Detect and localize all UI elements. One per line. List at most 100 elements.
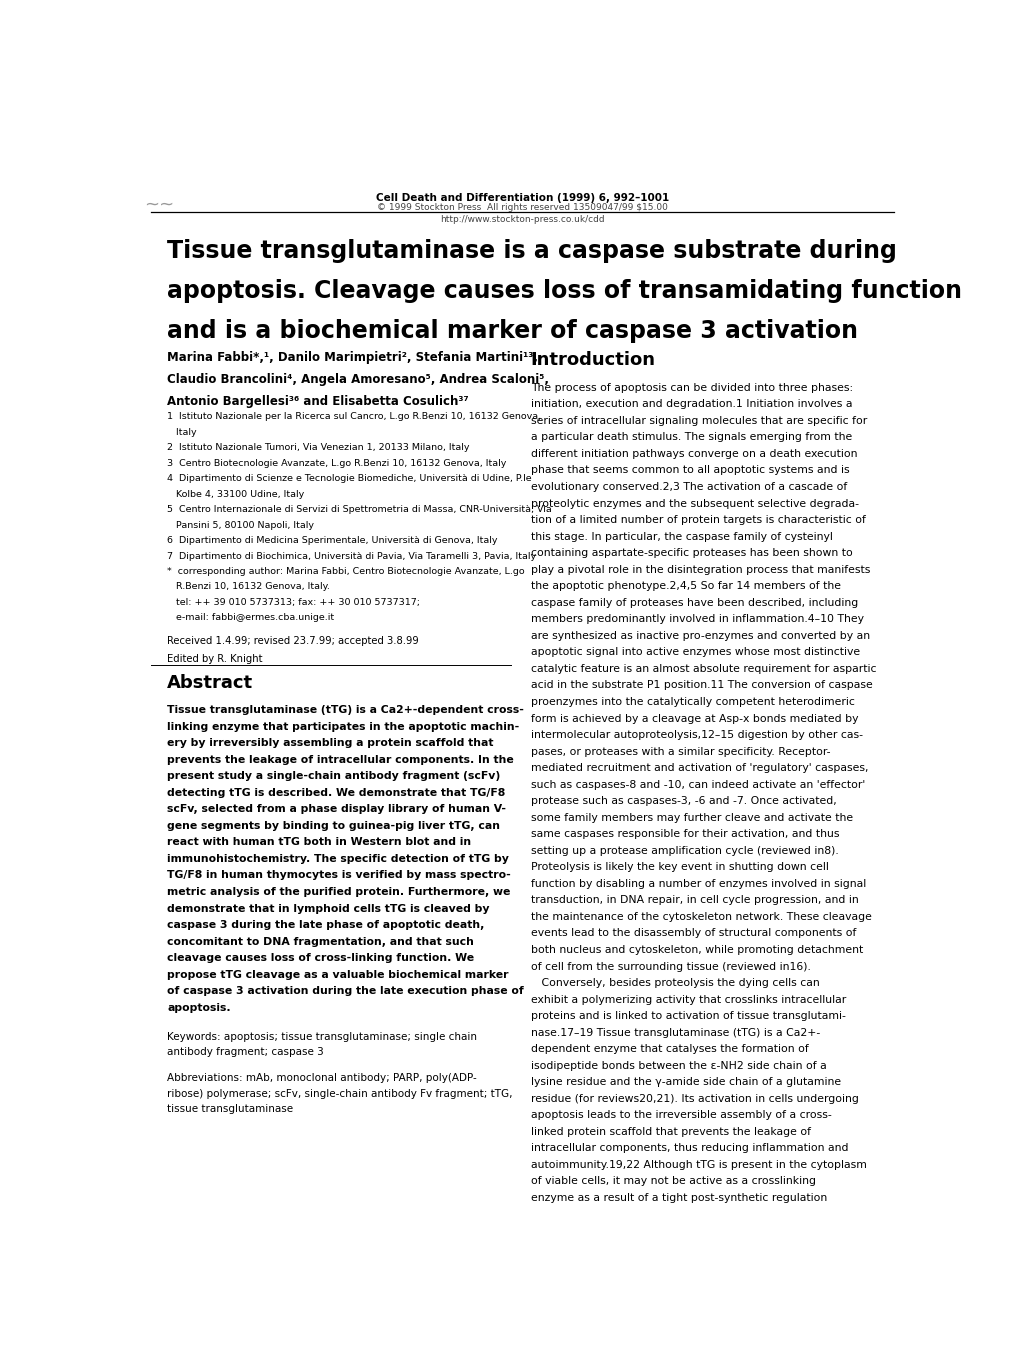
Text: 1  Istituto Nazionale per la Ricerca sul Cancro, L.go R.Benzi 10, 16132 Genova,: 1 Istituto Nazionale per la Ricerca sul … xyxy=(167,412,541,421)
Text: *  corresponding author: Marina Fabbi, Centro Biotecnologie Avanzate, L.go: * corresponding author: Marina Fabbi, Ce… xyxy=(167,567,524,576)
Text: apoptotic signal into active enzymes whose most distinctive: apoptotic signal into active enzymes who… xyxy=(530,647,859,658)
Text: Italy: Italy xyxy=(167,428,197,436)
Text: Cell Death and Differentiation (1999) 6, 992–1001: Cell Death and Differentiation (1999) 6,… xyxy=(376,193,668,204)
Text: exhibit a polymerizing activity that crosslinks intracellular: exhibit a polymerizing activity that cro… xyxy=(530,995,845,1004)
Text: scFv, selected from a phase display library of human V-: scFv, selected from a phase display libr… xyxy=(167,805,505,814)
Text: 4  Dipartimento di Scienze e Tecnologie Biomediche, Università di Udine, P.le: 4 Dipartimento di Scienze e Tecnologie B… xyxy=(167,474,531,482)
Text: propose tTG cleavage as a valuable biochemical marker: propose tTG cleavage as a valuable bioch… xyxy=(167,970,508,980)
Text: proteolytic enzymes and the subsequent selective degrada-: proteolytic enzymes and the subsequent s… xyxy=(530,499,858,508)
Text: immunohistochemistry. The specific detection of tTG by: immunohistochemistry. The specific detec… xyxy=(167,853,508,864)
Text: function by disabling a number of enzymes involved in signal: function by disabling a number of enzyme… xyxy=(530,879,865,889)
Text: Conversely, besides proteolysis the dying cells can: Conversely, besides proteolysis the dyin… xyxy=(530,978,818,988)
Text: form is achieved by a cleavage at Asp-x bonds mediated by: form is achieved by a cleavage at Asp-x … xyxy=(530,713,857,723)
Text: residue (for reviews20,21). Its activation in cells undergoing: residue (for reviews20,21). Its activati… xyxy=(530,1094,858,1104)
Text: linking enzyme that participates in the apoptotic machin-: linking enzyme that participates in the … xyxy=(167,722,519,731)
Text: of cell from the surrounding tissue (reviewed in16).: of cell from the surrounding tissue (rev… xyxy=(530,962,810,972)
Text: Abbreviations: mAb, monoclonal antibody; PARP, poly(ADP-: Abbreviations: mAb, monoclonal antibody;… xyxy=(167,1074,476,1083)
Text: of caspase 3 activation during the late execution phase of: of caspase 3 activation during the late … xyxy=(167,987,524,996)
Text: lysine residue and the γ-amide side chain of a glutamine: lysine residue and the γ-amide side chai… xyxy=(530,1078,840,1087)
Text: dependent enzyme that catalyses the formation of: dependent enzyme that catalyses the form… xyxy=(530,1044,808,1055)
Text: and is a biochemical marker of caspase 3 activation: and is a biochemical marker of caspase 3… xyxy=(167,319,857,342)
Text: acid in the substrate P1 position.11 The conversion of caspase: acid in the substrate P1 position.11 The… xyxy=(530,681,871,690)
Text: intracellular components, thus reducing inflammation and: intracellular components, thus reducing … xyxy=(530,1143,848,1154)
Text: phase that seems common to all apoptotic systems and is: phase that seems common to all apoptotic… xyxy=(530,466,849,476)
Text: antibody fragment; caspase 3: antibody fragment; caspase 3 xyxy=(167,1048,323,1057)
Text: Kolbe 4, 33100 Udine, Italy: Kolbe 4, 33100 Udine, Italy xyxy=(167,489,304,499)
Text: Claudio Brancolini⁴, Angela Amoresano⁵, Andrea Scaloni⁵,: Claudio Brancolini⁴, Angela Amoresano⁵, … xyxy=(167,374,548,386)
Text: such as caspases-8 and -10, can indeed activate an 'effector': such as caspases-8 and -10, can indeed a… xyxy=(530,780,864,790)
Text: series of intracellular signaling molecules that are specific for: series of intracellular signaling molecu… xyxy=(530,416,866,425)
Text: apoptosis leads to the irreversible assembly of a cross-: apoptosis leads to the irreversible asse… xyxy=(530,1110,830,1120)
Text: ~~: ~~ xyxy=(144,196,174,213)
Text: caspase 3 during the late phase of apoptotic death,: caspase 3 during the late phase of apopt… xyxy=(167,920,484,930)
Text: proenzymes into the catalytically competent heterodimeric: proenzymes into the catalytically compet… xyxy=(530,697,854,707)
Text: apoptosis.: apoptosis. xyxy=(167,1003,230,1012)
Text: 6  Dipartimento di Medicina Sperimentale, Università di Genova, Italy: 6 Dipartimento di Medicina Sperimentale,… xyxy=(167,535,497,545)
Text: linked protein scaffold that prevents the leakage of: linked protein scaffold that prevents th… xyxy=(530,1127,810,1137)
Text: containing aspartate-specific proteases has been shown to: containing aspartate-specific proteases … xyxy=(530,548,852,559)
Text: events lead to the disassembly of structural components of: events lead to the disassembly of struct… xyxy=(530,928,855,939)
Text: proteins and is linked to activation of tissue transglutami-: proteins and is linked to activation of … xyxy=(530,1011,845,1021)
Text: same caspases responsible for their activation, and thus: same caspases responsible for their acti… xyxy=(530,829,839,840)
Text: this stage. In particular, the caspase family of cysteinyl: this stage. In particular, the caspase f… xyxy=(530,531,832,542)
Text: mediated recruitment and activation of 'regulatory' caspases,: mediated recruitment and activation of '… xyxy=(530,764,867,773)
Text: tel: ++ 39 010 5737313; fax: ++ 30 010 5737317;: tel: ++ 39 010 5737313; fax: ++ 30 010 5… xyxy=(167,598,420,607)
Text: pases, or proteases with a similar specificity. Receptor-: pases, or proteases with a similar speci… xyxy=(530,746,829,757)
Text: Edited by R. Knight: Edited by R. Knight xyxy=(167,654,262,663)
Text: apoptosis. Cleavage causes loss of transamidating function: apoptosis. Cleavage causes loss of trans… xyxy=(167,279,961,303)
Text: caspase family of proteases have been described, including: caspase family of proteases have been de… xyxy=(530,598,857,607)
Text: setting up a protease amplification cycle (reviewed in8).: setting up a protease amplification cycl… xyxy=(530,845,838,856)
Text: 5  Centro Internazionale di Servizi di Spettrometria di Massa, CNR-Università, V: 5 Centro Internazionale di Servizi di Sp… xyxy=(167,506,551,514)
Text: http://www.stockton-press.co.uk/cdd: http://www.stockton-press.co.uk/cdd xyxy=(440,215,604,224)
Text: present study a single-chain antibody fragment (scFv): present study a single-chain antibody fr… xyxy=(167,772,499,781)
Text: transduction, in DNA repair, in cell cycle progression, and in: transduction, in DNA repair, in cell cyc… xyxy=(530,896,858,905)
Text: concomitant to DNA fragmentation, and that such: concomitant to DNA fragmentation, and th… xyxy=(167,936,474,947)
Text: Received 1.4.99; revised 23.7.99; accepted 3.8.99: Received 1.4.99; revised 23.7.99; accept… xyxy=(167,636,419,646)
Text: different initiation pathways converge on a death execution: different initiation pathways converge o… xyxy=(530,448,856,459)
Text: 2  Istituto Nazionale Tumori, Via Venezian 1, 20133 Milano, Italy: 2 Istituto Nazionale Tumori, Via Venezia… xyxy=(167,443,469,453)
Text: nase.17–19 Tissue transglutaminase (tTG) is a Ca2+-: nase.17–19 Tissue transglutaminase (tTG)… xyxy=(530,1027,819,1038)
Text: detecting tTG is described. We demonstrate that TG/F8: detecting tTG is described. We demonstra… xyxy=(167,788,504,798)
Text: autoimmunity.19,22 Although tTG is present in the cytoplasm: autoimmunity.19,22 Although tTG is prese… xyxy=(530,1161,866,1170)
Text: the apoptotic phenotype.2,4,5 So far 14 members of the: the apoptotic phenotype.2,4,5 So far 14 … xyxy=(530,582,840,591)
Text: cleavage causes loss of cross-linking function. We: cleavage causes loss of cross-linking fu… xyxy=(167,953,474,964)
Text: Antonio Bargellesi³⁶ and Elisabetta Cosulich³⁷: Antonio Bargellesi³⁶ and Elisabetta Cosu… xyxy=(167,395,468,409)
Text: Pansini 5, 80100 Napoli, Italy: Pansini 5, 80100 Napoli, Italy xyxy=(167,520,314,530)
Text: ribose) polymerase; scFv, single-chain antibody Fv fragment; tTG,: ribose) polymerase; scFv, single-chain a… xyxy=(167,1089,512,1099)
Text: are synthesized as inactive pro-enzymes and converted by an: are synthesized as inactive pro-enzymes … xyxy=(530,631,869,641)
Text: TG/F8 in human thymocytes is verified by mass spectro-: TG/F8 in human thymocytes is verified by… xyxy=(167,871,511,881)
Text: react with human tTG both in Western blot and in: react with human tTG both in Western blo… xyxy=(167,837,471,848)
Text: initiation, execution and degradation.1 Initiation involves a: initiation, execution and degradation.1 … xyxy=(530,400,851,409)
Text: prevents the leakage of intracellular components. In the: prevents the leakage of intracellular co… xyxy=(167,754,514,765)
Text: evolutionary conserved.2,3 The activation of a cascade of: evolutionary conserved.2,3 The activatio… xyxy=(530,482,846,492)
Text: Keywords: apoptosis; tissue transglutaminase; single chain: Keywords: apoptosis; tissue transglutami… xyxy=(167,1031,477,1042)
Text: catalytic feature is an almost absolute requirement for aspartic: catalytic feature is an almost absolute … xyxy=(530,665,875,674)
Text: members predominantly involved in inflammation.4–10 They: members predominantly involved in inflam… xyxy=(530,614,863,624)
Text: e-mail: fabbi@ermes.cba.unige.it: e-mail: fabbi@ermes.cba.unige.it xyxy=(167,613,334,622)
Text: some family members may further cleave and activate the: some family members may further cleave a… xyxy=(530,813,852,822)
Text: isodipeptide bonds between the ε-NH2 side chain of a: isodipeptide bonds between the ε-NH2 sid… xyxy=(530,1061,825,1071)
Text: 3  Centro Biotecnologie Avanzate, L.go R.Benzi 10, 16132 Genova, Italy: 3 Centro Biotecnologie Avanzate, L.go R.… xyxy=(167,458,505,467)
Text: demonstrate that in lymphoid cells tTG is cleaved by: demonstrate that in lymphoid cells tTG i… xyxy=(167,904,489,913)
Text: protease such as caspases-3, -6 and -7. Once activated,: protease such as caspases-3, -6 and -7. … xyxy=(530,796,836,806)
Text: Tissue transglutaminase is a caspase substrate during: Tissue transglutaminase is a caspase sub… xyxy=(167,239,896,264)
Text: 7  Dipartimento di Biochimica, Università di Pavia, Via Taramelli 3, Pavia, Ital: 7 Dipartimento di Biochimica, Università… xyxy=(167,552,536,560)
Text: The process of apoptosis can be divided into three phases:: The process of apoptosis can be divided … xyxy=(530,383,852,393)
Text: play a pivotal role in the disintegration process that manifests: play a pivotal role in the disintegratio… xyxy=(530,565,869,575)
Text: Abstract: Abstract xyxy=(167,674,253,692)
Text: of viable cells, it may not be active as a crosslinking: of viable cells, it may not be active as… xyxy=(530,1177,815,1186)
Text: enzyme as a result of a tight post-synthetic regulation: enzyme as a result of a tight post-synth… xyxy=(530,1193,826,1203)
Text: © 1999 Stockton Press  All rights reserved 13509047/99 $15.00: © 1999 Stockton Press All rights reserve… xyxy=(377,202,667,212)
Text: Marina Fabbi*,¹, Danilo Marimpietri², Stefania Martini¹³,: Marina Fabbi*,¹, Danilo Marimpietri², St… xyxy=(167,352,537,364)
Text: metric analysis of the purified protein. Furthermore, we: metric analysis of the purified protein.… xyxy=(167,887,510,897)
Text: tion of a limited number of protein targets is characteristic of: tion of a limited number of protein targ… xyxy=(530,515,865,525)
Text: tissue transglutaminase: tissue transglutaminase xyxy=(167,1105,292,1114)
Text: the maintenance of the cytoskeleton network. These cleavage: the maintenance of the cytoskeleton netw… xyxy=(530,912,870,921)
Text: Introduction: Introduction xyxy=(530,352,655,370)
Text: both nucleus and cytoskeleton, while promoting detachment: both nucleus and cytoskeleton, while pro… xyxy=(530,945,862,955)
Text: R.Benzi 10, 16132 Genova, Italy.: R.Benzi 10, 16132 Genova, Italy. xyxy=(167,583,329,591)
Text: Proteolysis is likely the key event in shutting down cell: Proteolysis is likely the key event in s… xyxy=(530,863,827,872)
Text: a particular death stimulus. The signals emerging from the: a particular death stimulus. The signals… xyxy=(530,432,851,443)
Text: Tissue transglutaminase (tTG) is a Ca2+-dependent cross-: Tissue transglutaminase (tTG) is a Ca2+-… xyxy=(167,705,524,715)
Text: intermolecular autoproteolysis,12–15 digestion by other cas-: intermolecular autoproteolysis,12–15 dig… xyxy=(530,730,862,741)
